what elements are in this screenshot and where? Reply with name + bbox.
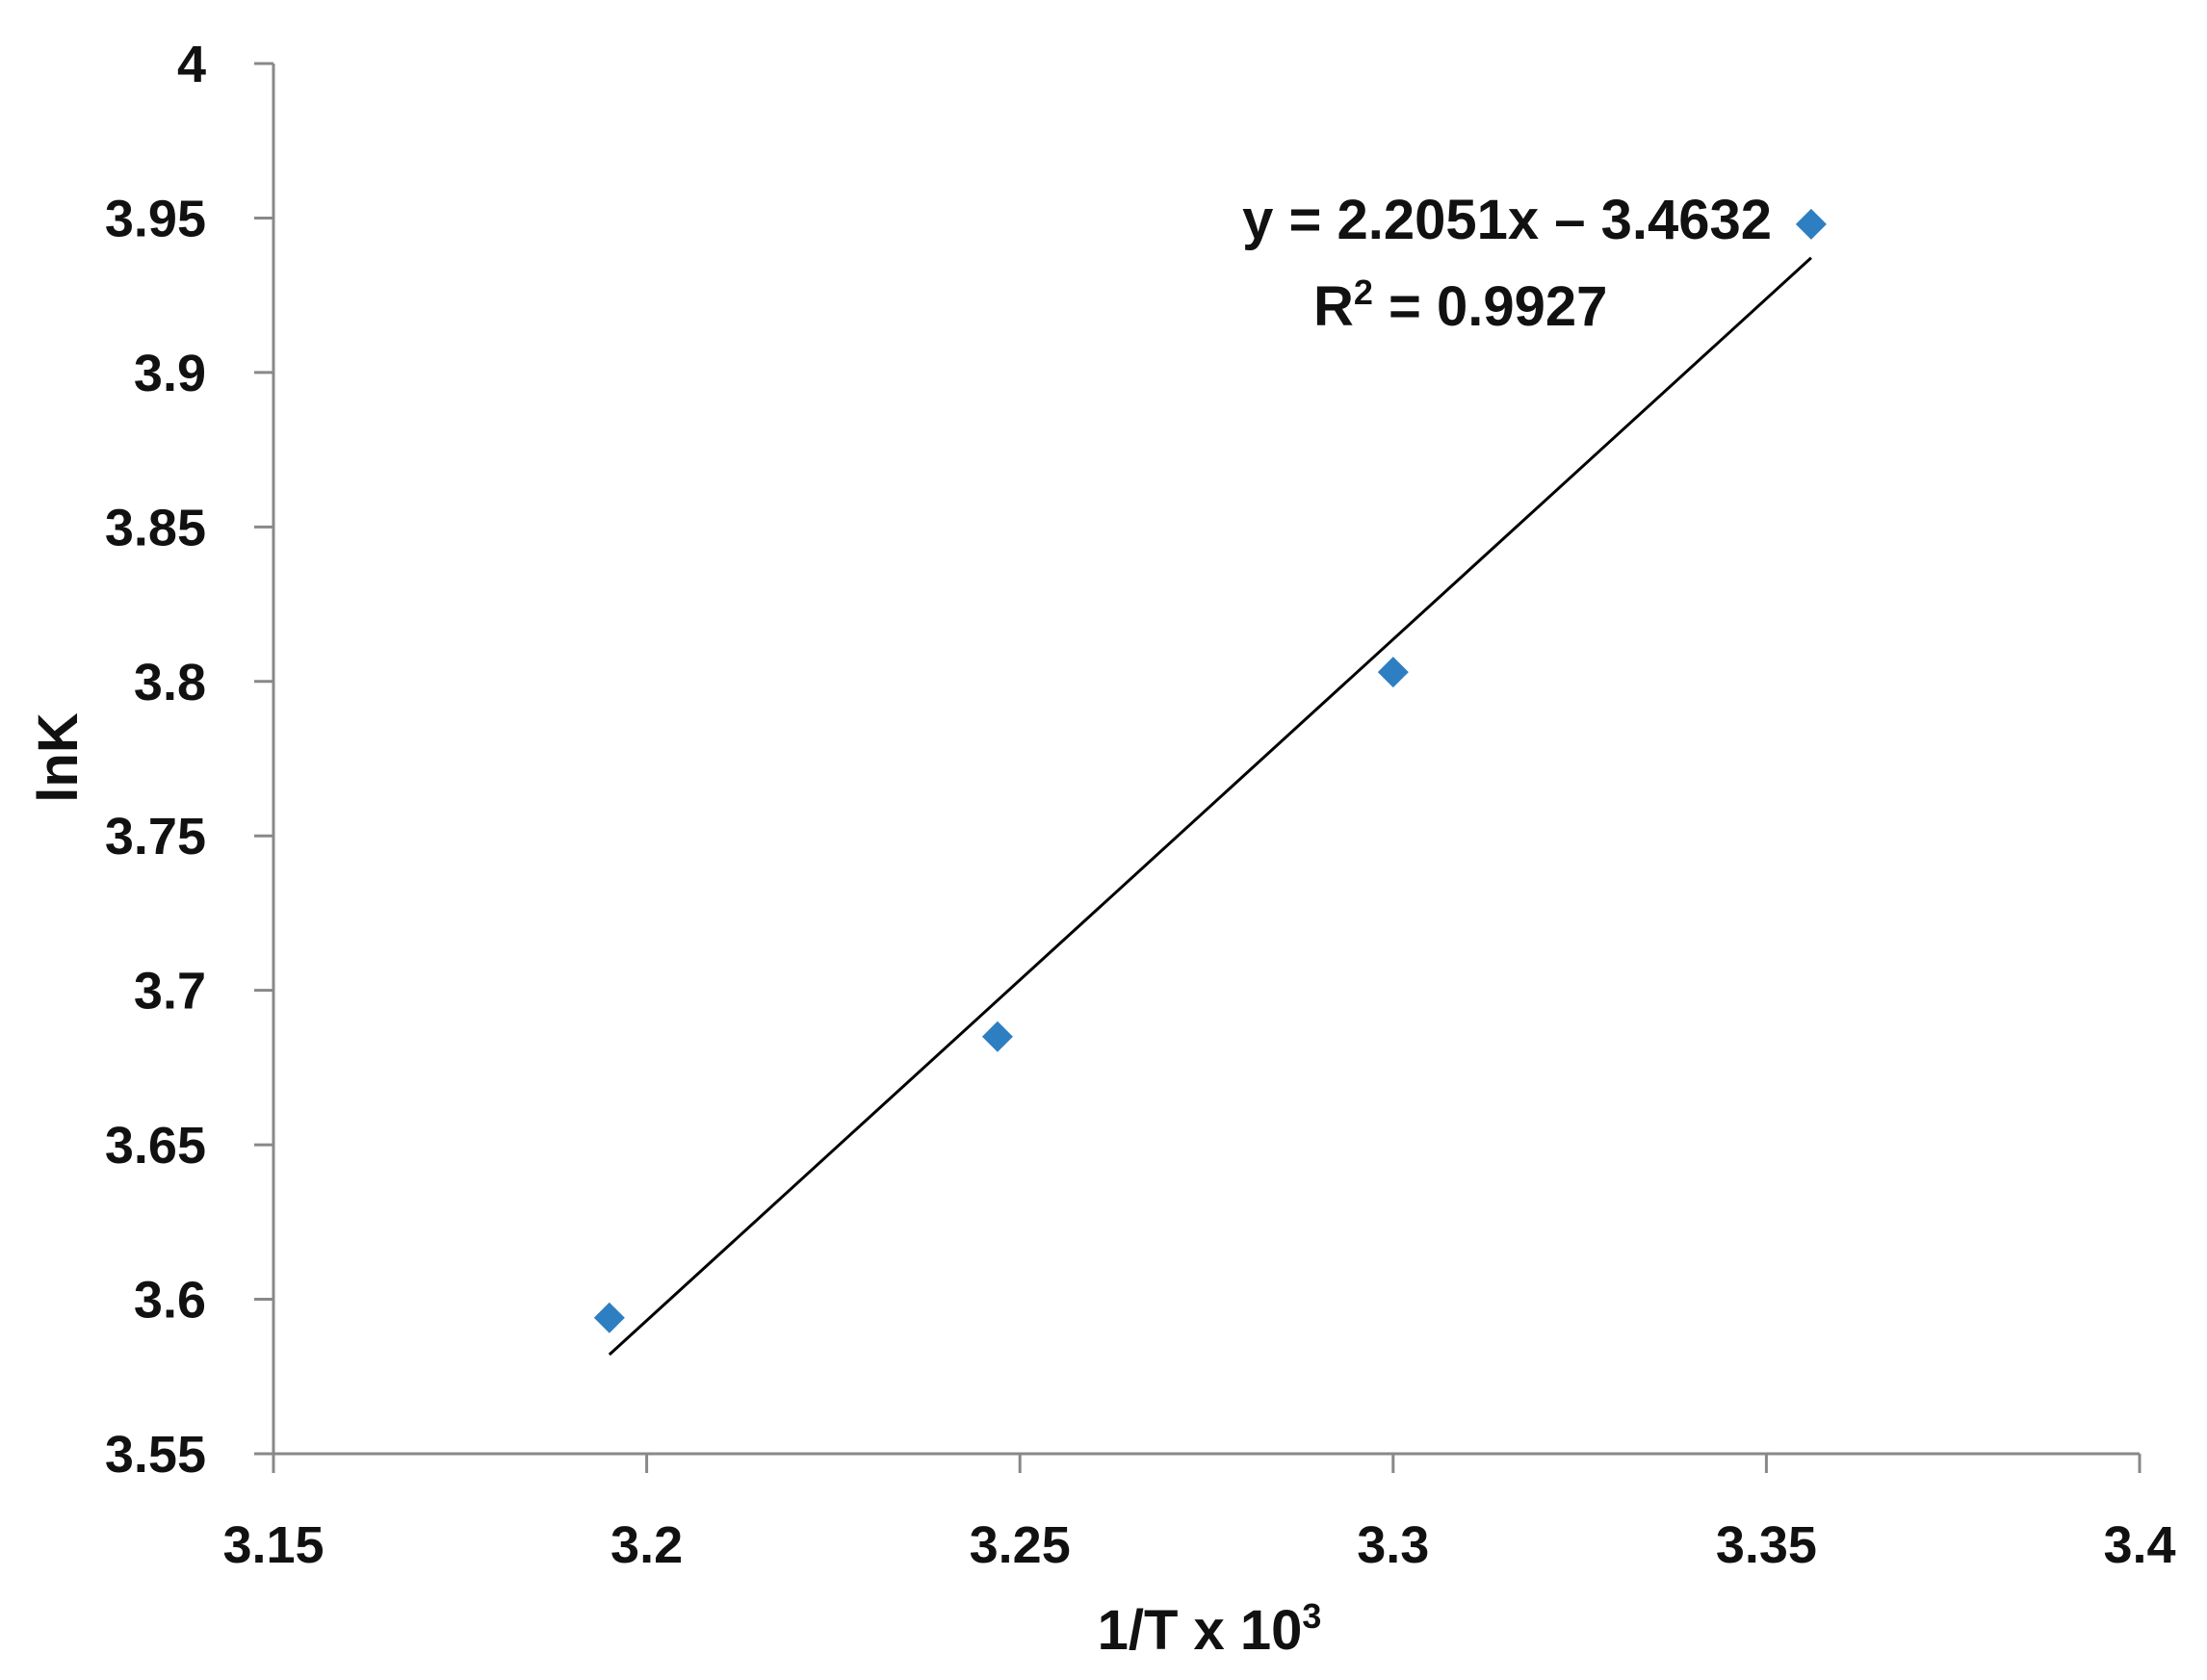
equation-label: y = 2.2051x – 3.4632	[1242, 189, 1772, 251]
x-axis-title-main: 1/T x 10	[1098, 1599, 1303, 1662]
axes	[272, 64, 2140, 1456]
y-tick-label: 3.75	[105, 808, 206, 866]
y-tick-label: 3.7	[134, 963, 206, 1021]
x-axis-title-sup: 3	[1302, 1596, 1321, 1636]
y-tick-label: 3.8	[134, 654, 206, 711]
data-point	[981, 1021, 1013, 1052]
x-tick-label: 3.2	[610, 1516, 683, 1574]
data-points	[593, 208, 1827, 1333]
trendline-group	[608, 256, 1812, 1357]
data-point	[1377, 657, 1409, 688]
r-squared-value: = 0.9927	[1373, 275, 1608, 338]
y-tick-label: 3.9	[134, 345, 206, 402]
y-axis-title: lnK	[27, 712, 90, 803]
y-axis-ticks: 3.55 3.6 3.65 3.7 3.75 3.8 3.85 3.9 3.95 4	[105, 36, 273, 1484]
x-tick-label: 3.35	[1716, 1516, 1817, 1574]
y-tick-label: 3.95	[105, 190, 206, 247]
data-point	[1795, 208, 1827, 240]
y-tick-label: 4	[177, 36, 206, 93]
data-point	[593, 1302, 625, 1333]
x-tick-label: 3.25	[970, 1516, 1071, 1574]
y-tick-label: 3.65	[105, 1117, 206, 1175]
r-squared-label: R2 = 0.9927	[1313, 272, 1607, 338]
x-tick-label: 3.15	[222, 1516, 324, 1574]
y-tick-label: 3.85	[105, 499, 206, 556]
x-axis-title: 1/T x 103	[1098, 1596, 1322, 1662]
y-tick-label: 3.55	[105, 1426, 206, 1484]
trendline	[608, 256, 1812, 1357]
x-tick-label: 3.4	[2103, 1516, 2175, 1574]
x-axis-ticks: 3.15 3.2 3.25 3.3 3.35 3.4	[222, 1454, 2176, 1574]
x-tick-label: 3.3	[1357, 1516, 1429, 1574]
r-squared-sup: 2	[1354, 272, 1373, 312]
r-squared-prefix: R	[1313, 275, 1354, 338]
y-tick-label: 3.6	[134, 1272, 206, 1330]
